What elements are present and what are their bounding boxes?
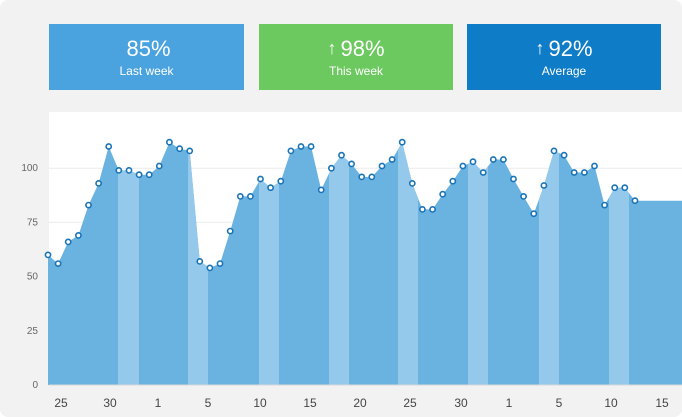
- data-point: [85, 201, 92, 209]
- this-week-value: ↑ 98%: [327, 36, 385, 61]
- data-point: [338, 151, 345, 159]
- x-tick-label: 1: [506, 396, 513, 410]
- x-tick-label: 25: [54, 396, 68, 410]
- x-tick-label: 30: [103, 396, 117, 410]
- week-band: [468, 142, 488, 385]
- week-band: [118, 142, 139, 385]
- data-point: [348, 160, 355, 168]
- data-point: [429, 206, 436, 213]
- data-point: [489, 156, 497, 163]
- data-point: [95, 180, 102, 187]
- x-tick-label: 5: [205, 396, 212, 410]
- data-point: [327, 164, 335, 172]
- data-point: [165, 138, 173, 146]
- data-point: [368, 173, 376, 181]
- data-point: [449, 177, 457, 185]
- x-tick-label: 20: [353, 396, 367, 410]
- x-tick-label: 5: [556, 396, 563, 410]
- data-point: [206, 264, 214, 272]
- data-point: [510, 175, 517, 183]
- data-point: [196, 257, 204, 265]
- data-point: [550, 147, 558, 155]
- x-tick-label: 10: [604, 396, 618, 410]
- y-tick-label: 0: [32, 380, 38, 391]
- week-band: [259, 142, 279, 385]
- x-tick-label: 30: [454, 396, 468, 410]
- data-point: [115, 167, 123, 174]
- data-point: [54, 260, 62, 267]
- data-point: [226, 227, 234, 235]
- data-point: [257, 175, 264, 183]
- data-point: [591, 162, 598, 170]
- data-point: [570, 169, 578, 176]
- data-point: [307, 143, 315, 150]
- data-point: [581, 169, 588, 176]
- data-point: [64, 238, 72, 246]
- y-tick-label: 25: [27, 326, 39, 337]
- data-point: [317, 186, 325, 194]
- data-point: [216, 260, 224, 267]
- data-point: [267, 184, 274, 192]
- week-band: [539, 142, 559, 385]
- data-point: [560, 151, 568, 159]
- data-point: [459, 162, 467, 170]
- data-point: [418, 206, 426, 213]
- data-point: [105, 143, 113, 150]
- data-point: [408, 180, 416, 187]
- data-point: [530, 210, 538, 218]
- x-tick-label: 15: [303, 396, 317, 410]
- week-band: [329, 142, 349, 385]
- data-point: [277, 177, 285, 185]
- this-week-card: ↑ 98% This week: [259, 24, 453, 90]
- data-point: [631, 197, 639, 205]
- data-point: [358, 173, 366, 181]
- up-arrow-icon: ↑: [327, 38, 337, 58]
- data-point: [398, 138, 406, 146]
- data-point: [601, 201, 608, 209]
- data-point: [520, 193, 527, 200]
- data-point: [499, 156, 507, 163]
- data-point: [176, 145, 183, 153]
- data-point: [378, 162, 386, 170]
- chart-container: 0 25 50 75 100 25 30 1 5 10 15 20 25 30 1 5 10 15: [0, 112, 682, 417]
- data-point: [611, 184, 619, 192]
- data-point: [246, 193, 254, 200]
- last-week-label: Last week: [119, 64, 174, 78]
- data-point: [388, 156, 396, 163]
- y-tick-label: 75: [27, 217, 39, 228]
- average-value: ↑ 92%: [535, 36, 593, 61]
- data-point: [75, 232, 82, 239]
- x-tick-label: 25: [403, 396, 417, 410]
- area-series: [48, 142, 682, 385]
- data-point: [287, 147, 295, 155]
- last-week-value: 85%: [126, 36, 171, 61]
- last-week-card: 85% Last week: [49, 24, 244, 90]
- data-point: [186, 147, 194, 155]
- data-point: [297, 143, 305, 150]
- data-point: [125, 167, 133, 174]
- x-tick-label: 15: [655, 396, 669, 410]
- week-band: [398, 142, 418, 385]
- data-point: [145, 171, 153, 179]
- x-tick-label: 1: [155, 396, 162, 410]
- x-tick-label: 10: [253, 396, 267, 410]
- y-tick-label: 100: [21, 163, 38, 174]
- data-point: [135, 171, 143, 179]
- data-point: [540, 182, 548, 189]
- data-point: [469, 158, 477, 166]
- average-label: Average: [541, 64, 587, 78]
- average-card: ↑ 92% Average: [467, 24, 661, 90]
- data-point: [621, 184, 629, 192]
- data-point: [439, 190, 447, 198]
- data-point: [479, 169, 487, 176]
- this-week-label: This week: [328, 64, 384, 78]
- data-point: [155, 162, 163, 170]
- data-point: [44, 251, 52, 259]
- week-band: [609, 142, 629, 385]
- data-point: [236, 193, 244, 200]
- y-tick-label: 50: [27, 272, 39, 283]
- up-arrow-icon: ↑: [535, 38, 545, 58]
